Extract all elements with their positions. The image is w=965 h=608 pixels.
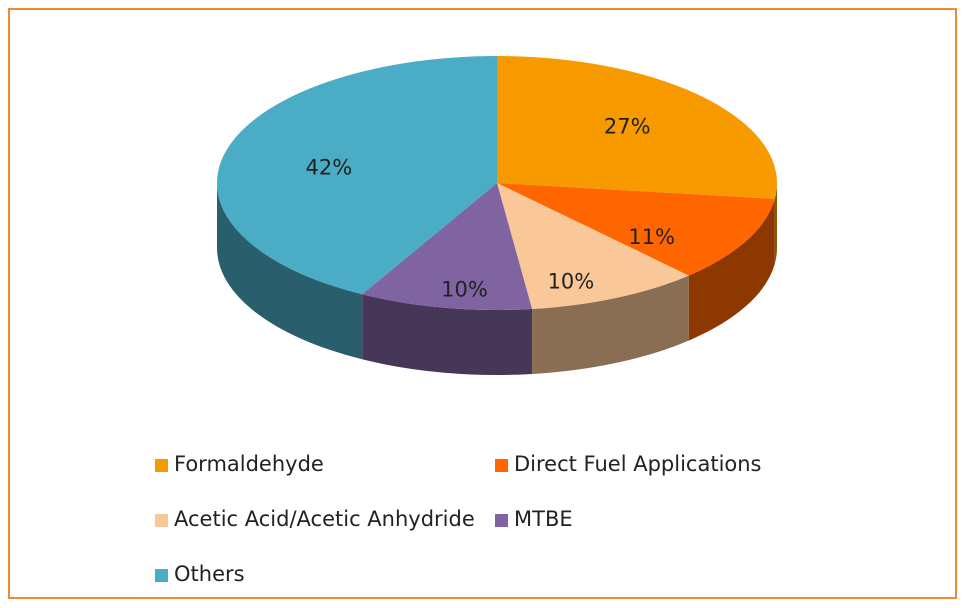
pie-slice-side	[362, 294, 533, 375]
pie-slice	[497, 183, 775, 276]
pie-slice-side	[532, 275, 689, 374]
legend-label: Acetic Acid/Acetic Anhydride	[174, 507, 475, 531]
legend-swatch	[155, 569, 168, 582]
pie-slice	[217, 56, 498, 295]
pie-slice	[362, 183, 533, 310]
pie-slice-side	[688, 198, 775, 341]
data-label: 10%	[548, 270, 595, 294]
legend-swatch	[155, 459, 168, 472]
legend-label: Others	[174, 562, 245, 586]
legend-swatch	[495, 514, 508, 527]
legend-swatch	[495, 459, 508, 472]
data-label: 27%	[604, 114, 651, 138]
legend-swatch	[155, 514, 168, 527]
pie-slice	[497, 56, 778, 199]
legend-label: Direct Fuel Applications	[514, 452, 762, 476]
data-label: 42%	[306, 155, 353, 179]
legend-label: MTBE	[514, 507, 573, 531]
legend-label: Formaldehyde	[174, 452, 324, 476]
pie-slice-side	[217, 183, 363, 360]
data-label: 11%	[628, 225, 675, 249]
pie-slice	[497, 183, 689, 309]
pie-slice-side	[774, 183, 777, 264]
data-label: 10%	[441, 277, 488, 301]
